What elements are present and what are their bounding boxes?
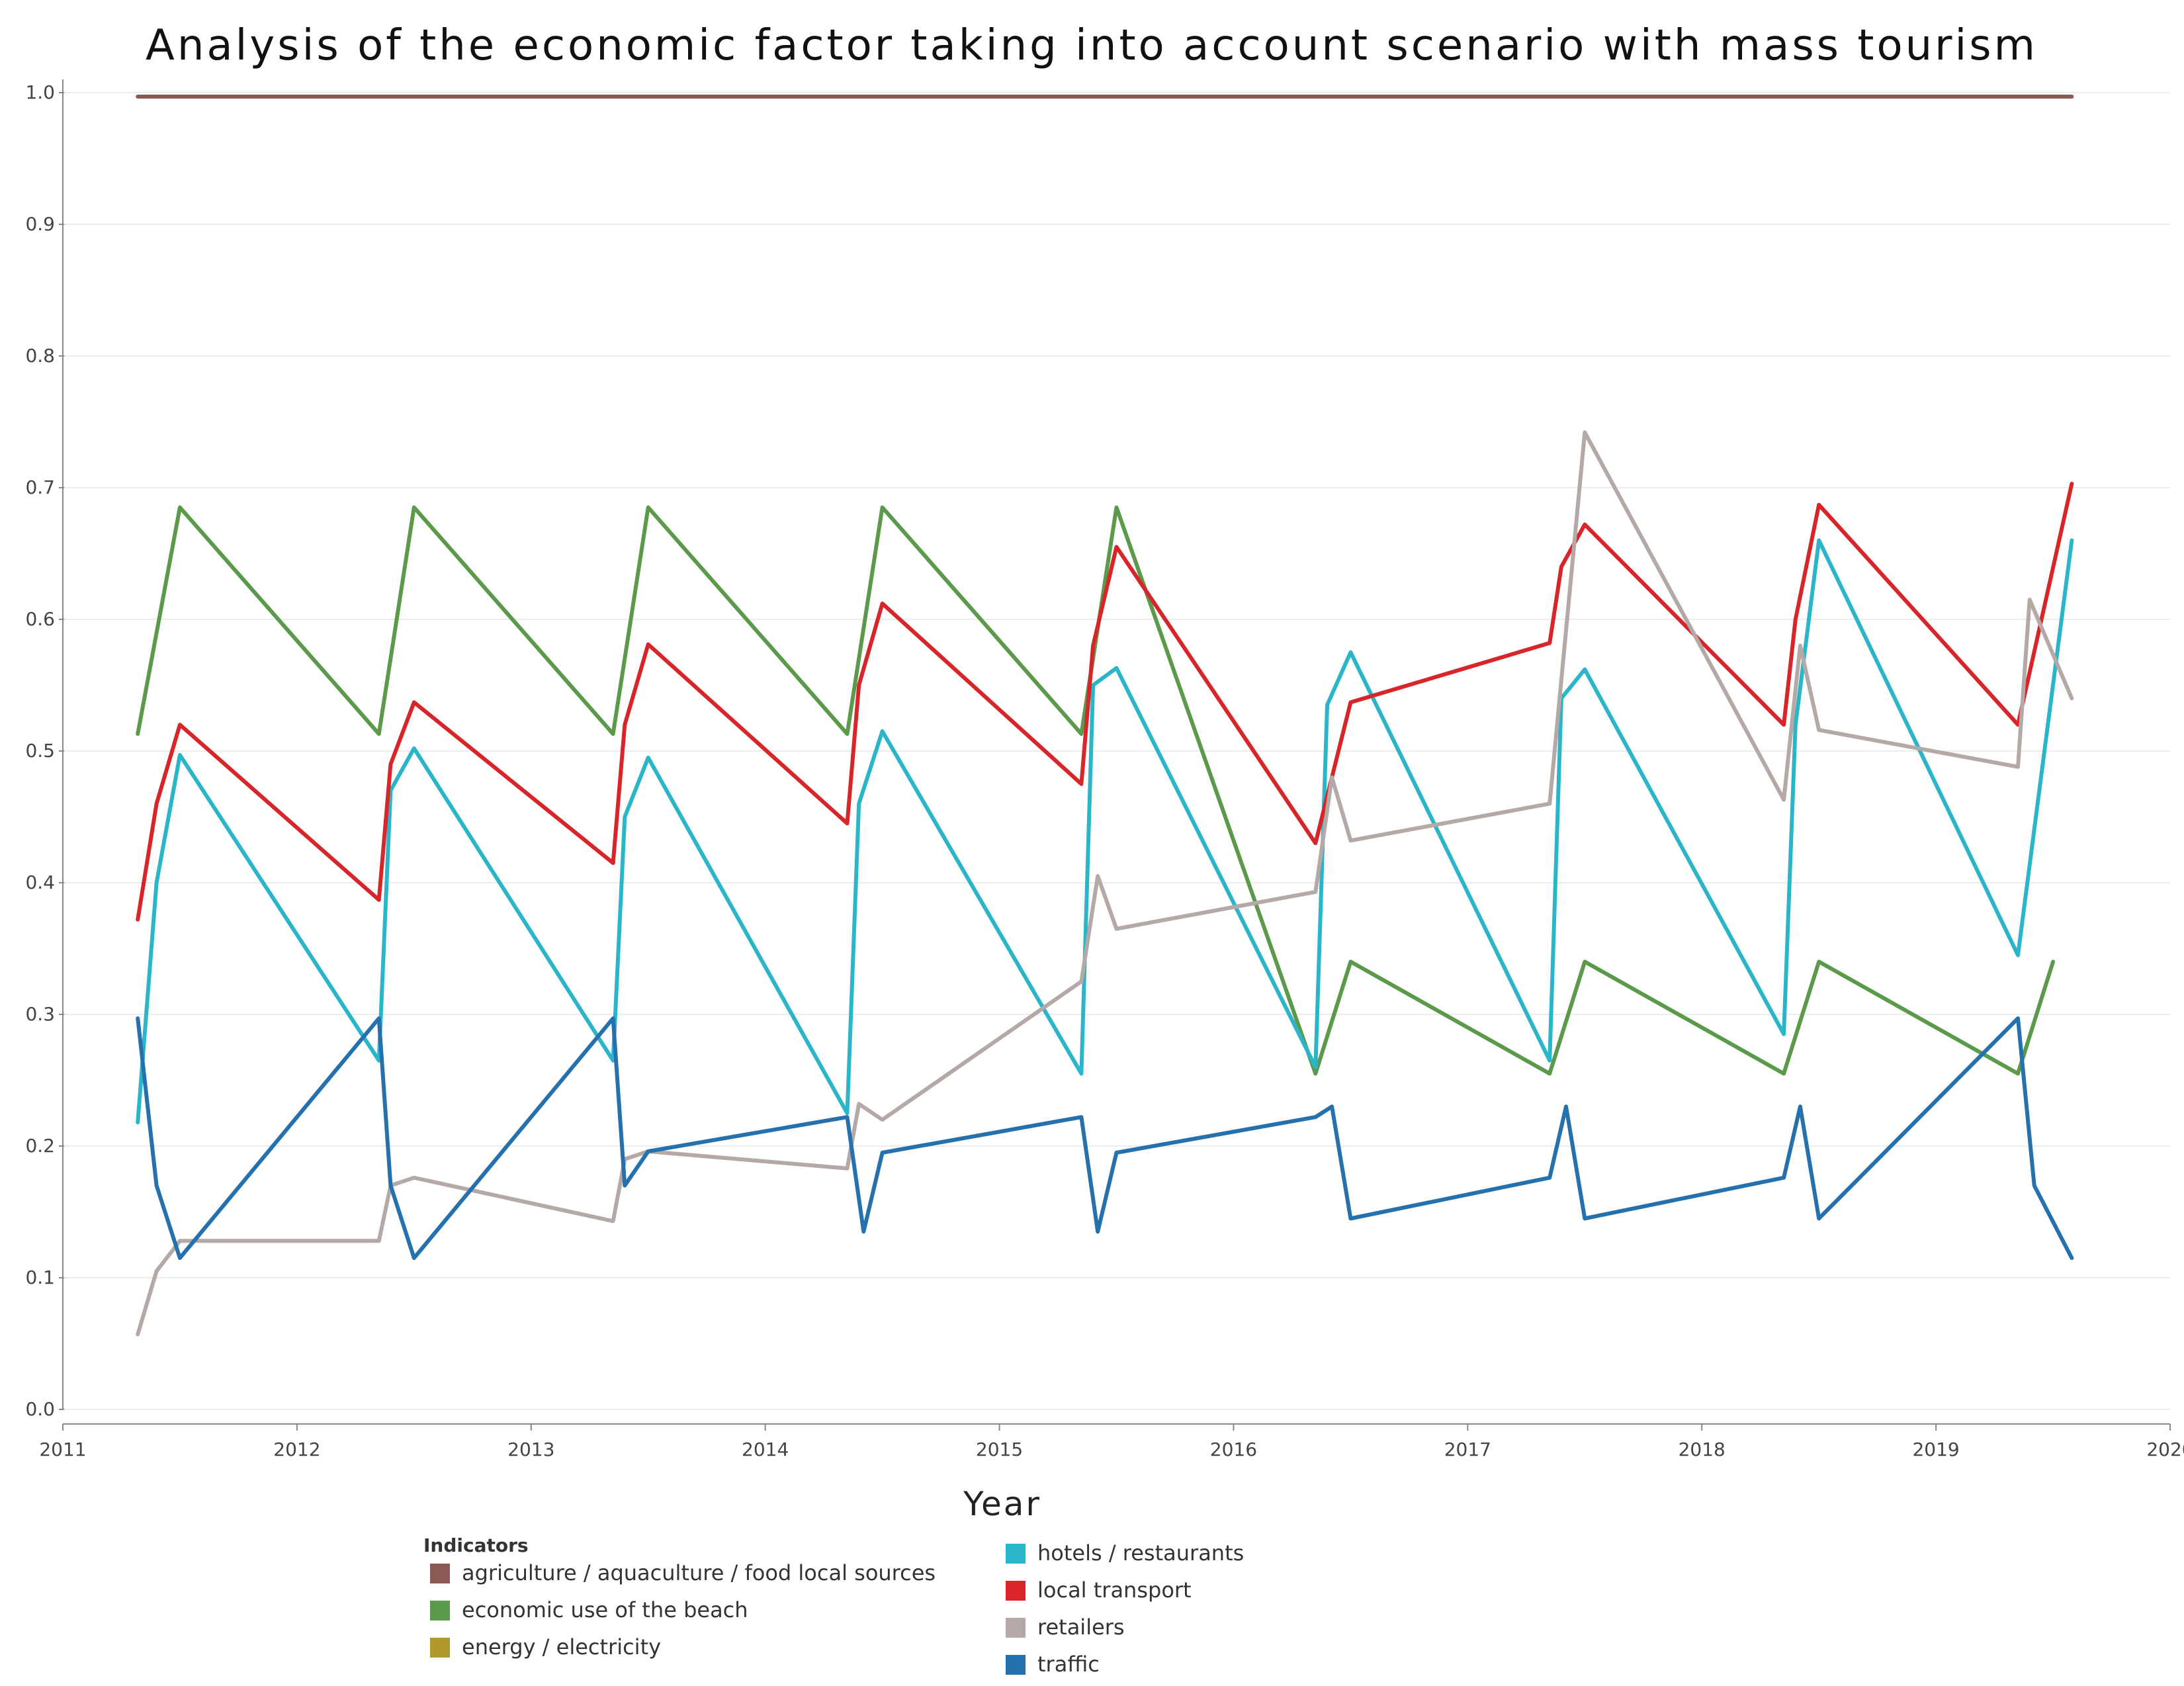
legend-label-energy-electricity: energy / electricity <box>462 1634 661 1660</box>
series-line-retailers <box>136 430 2074 1337</box>
legend-label-local-transport: local transport <box>1037 1577 1192 1603</box>
axes: 0.0 0.1 0.2 0.3 0.4 0.5 0.6 0.7 0.8 0.9 1.0 2011 201… <box>25 79 2184 1460</box>
legend-label-economic-use-of-the-beach: economic use of the beach <box>462 1597 748 1622</box>
x-tick-label: 2011 <box>39 1439 86 1460</box>
y-tick-label: 0.4 <box>25 871 55 893</box>
y-tick-label: 0.5 <box>25 740 55 762</box>
legend: Indicators agriculture / aquaculture / f… <box>423 1534 1244 1677</box>
legend-swatch-hotels-restaurants <box>1006 1544 1026 1564</box>
x-tick-label: 2019 <box>1912 1439 1959 1460</box>
y-tick-label: 0.8 <box>25 345 55 367</box>
y-tick-label: 0.1 <box>25 1266 55 1288</box>
legend-label-retailers: retailers <box>1037 1615 1125 1640</box>
series-line-local-transport <box>136 482 2074 922</box>
chart-title: Analysis of the economic factor taking i… <box>146 21 2038 70</box>
y-tick-label: 0.2 <box>25 1135 55 1157</box>
legend-label-traffic: traffic <box>1037 1652 1100 1677</box>
legend-swatch-economic-use-of-the-beach <box>430 1601 450 1620</box>
x-tick-label: 2014 <box>742 1439 789 1460</box>
x-tick-label: 2013 <box>507 1439 554 1460</box>
x-tick-label: 2012 <box>273 1439 320 1460</box>
legend-swatch-local-transport <box>1006 1581 1026 1601</box>
legend-swatch-retailers <box>1006 1618 1026 1638</box>
x-tick-label: 2016 <box>1210 1439 1257 1460</box>
x-tick-label: 2020 <box>2146 1439 2184 1460</box>
legend-swatch-agriculture-aquaculture-food-local-sources <box>430 1564 450 1583</box>
legend-label-agriculture-aquaculture-food-local-sources: agriculture / aquaculture / food local s… <box>462 1560 936 1585</box>
x-axis-label: Year <box>963 1485 1041 1523</box>
x-tick-label: 2015 <box>976 1439 1023 1460</box>
y-tick-label: 0.0 <box>25 1398 55 1420</box>
legend-swatch-traffic <box>1006 1655 1026 1675</box>
x-tick-label: 2017 <box>1444 1439 1491 1460</box>
y-tick-label: 0.6 <box>25 608 55 630</box>
series-lines <box>136 95 2074 1337</box>
legend-swatch-energy-electricity <box>430 1638 450 1658</box>
x-tick-label: 2018 <box>1679 1439 1725 1460</box>
y-tick-label: 0.9 <box>25 213 55 235</box>
y-tick-label: 0.7 <box>25 476 55 498</box>
series-line-hotels-restaurants <box>136 538 2074 1125</box>
legend-label-hotels-restaurants: hotels / restaurants <box>1037 1540 1244 1566</box>
y-tick-label: 1.0 <box>25 81 55 103</box>
series-line-traffic <box>136 1016 2074 1261</box>
y-tick-label: 0.3 <box>25 1003 55 1025</box>
legend-title: Indicators <box>423 1534 529 1556</box>
